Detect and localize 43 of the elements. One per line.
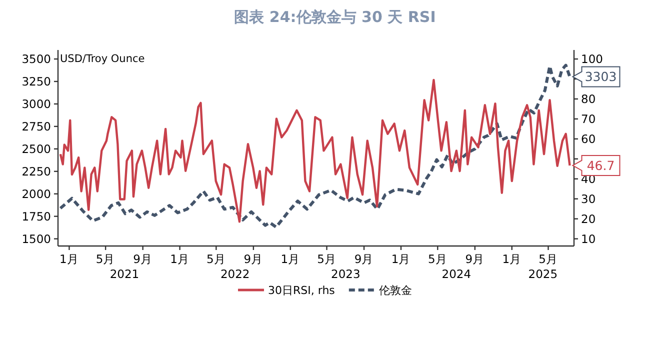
y-tick-label: 1500 xyxy=(22,232,51,246)
y-tick-label: 3000 xyxy=(22,96,51,111)
legend-label: 30日RSI, rhs xyxy=(268,284,336,297)
text: 2022 xyxy=(220,267,250,281)
x-tick-label: 5月 xyxy=(96,252,116,266)
y2-tick-label: 100 xyxy=(581,52,603,66)
y-tick-label: 2000 xyxy=(22,186,51,201)
chart-title: 图表 24:伦敦金与 30 天 RSI xyxy=(234,8,436,26)
y2-tick-label: 30 xyxy=(581,192,596,206)
data-label: 46.7 xyxy=(586,158,615,173)
x-tick-label: 1月 xyxy=(170,252,190,266)
y-tick-label: 2750 xyxy=(22,119,51,134)
callout: 3303 xyxy=(572,66,620,88)
x-tick-label: 9月 xyxy=(465,252,485,266)
legend-label: 伦敦金 xyxy=(378,284,412,297)
x-tick-label: 9月 xyxy=(244,252,264,266)
x-tick-label: 5月 xyxy=(317,252,336,266)
x-tick-label: 1月 xyxy=(391,252,411,266)
y-tick-label: 2500 xyxy=(22,142,51,156)
data-label: 3303 xyxy=(584,69,617,84)
y2-tick-label: 60 xyxy=(581,132,596,146)
callout: 46.7 xyxy=(572,154,620,176)
text: 2023 xyxy=(331,267,360,281)
y2-tick-label: 80 xyxy=(581,92,596,106)
x-tick-label: 5月 xyxy=(428,252,448,266)
y2-tick-label: 10 xyxy=(581,232,596,246)
x-tick-label: 5月 xyxy=(538,252,558,266)
y-tick-label: 3500 xyxy=(22,52,51,66)
y2-tick-label: 20 xyxy=(581,212,596,226)
x-tick-label: 1月 xyxy=(280,252,300,266)
y2-tick-label: 70 xyxy=(581,112,596,126)
x-tick-label: 1月 xyxy=(502,252,522,266)
text: 2021 xyxy=(110,267,140,281)
y-tick-label: 3250 xyxy=(22,74,51,88)
y-tick-label: 2250 xyxy=(22,164,51,178)
text: 2024 xyxy=(442,267,472,281)
x-tick-label: 1月 xyxy=(60,252,79,266)
x-tick-label: 5月 xyxy=(206,252,226,266)
x-tick-label: 9月 xyxy=(354,252,374,266)
text: 2025 xyxy=(528,267,558,281)
y-tick-label: 1750 xyxy=(22,209,51,224)
x-tick-label: 9月 xyxy=(133,252,153,266)
y-axis-title: USD/Troy Ounce xyxy=(60,53,145,65)
